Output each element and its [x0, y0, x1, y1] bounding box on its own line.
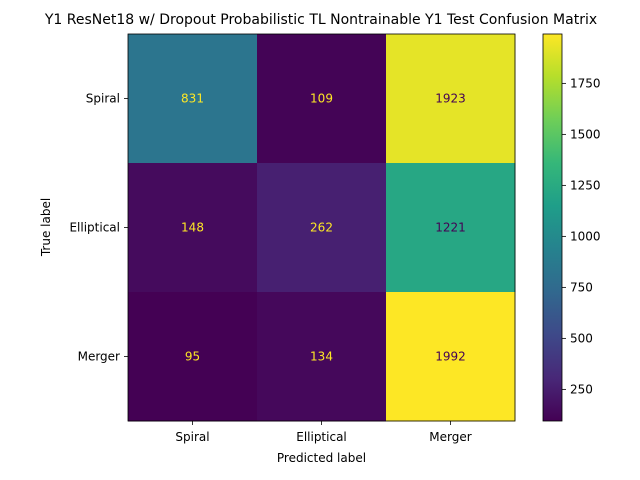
heatmap-cell [128, 34, 258, 164]
y-tick-label: Spiral [86, 92, 120, 106]
heatmap-cell [128, 292, 258, 422]
cell-value-label: 109 [310, 92, 333, 106]
heatmap-cell [257, 163, 387, 293]
x-axis-label: Predicted label [277, 451, 366, 465]
colorbar-tick-label: 1000 [570, 229, 601, 243]
cell-value-label: 95 [185, 350, 200, 364]
heatmap-cells [128, 34, 516, 422]
cell-value-label: 262 [310, 221, 333, 235]
colorbar-ticks: 250 500 750 1000 1250 1500 1750 [562, 76, 601, 396]
x-axis-ticks: Spiral Elliptical Merger [175, 421, 472, 444]
heatmap-cell [386, 34, 516, 164]
colorbar-tick-label: 1250 [570, 178, 601, 192]
cell-value-label: 1923 [435, 92, 466, 106]
y-axis-label: True label [39, 198, 53, 257]
y-tick-label: Merger [78, 350, 120, 364]
colorbar-tick-label: 1500 [570, 127, 601, 141]
colorbar-tick-label: 500 [570, 331, 593, 345]
heatmap-cell [386, 292, 516, 422]
cell-value-labels: 831 109 1923 148 262 1221 95 134 1992 [181, 92, 466, 364]
colorbar [542, 33, 563, 422]
colorbar-tick-label: 1750 [570, 76, 601, 90]
heatmap-cell [257, 34, 387, 164]
x-tick-label: Elliptical [296, 430, 347, 444]
colorbar-tick-label: 250 [570, 382, 593, 396]
cell-value-label: 134 [310, 350, 333, 364]
colorbar-tick-label: 750 [570, 280, 593, 294]
cell-value-label: 148 [181, 221, 204, 235]
y-axis-ticks: Spiral Elliptical Merger [69, 92, 128, 364]
heatmap-cell [128, 163, 258, 293]
cell-value-label: 1992 [435, 350, 466, 364]
cell-value-label: 1221 [435, 221, 466, 235]
heatmap-cell [386, 163, 516, 293]
chart-title: Y1 ResNet18 w/ Dropout Probabilistic TL … [44, 12, 597, 28]
heatmap-cell [257, 292, 387, 422]
y-tick-label: Elliptical [69, 221, 120, 235]
x-tick-label: Spiral [175, 430, 209, 444]
cell-value-label: 831 [181, 92, 204, 106]
x-tick-label: Merger [429, 430, 471, 444]
